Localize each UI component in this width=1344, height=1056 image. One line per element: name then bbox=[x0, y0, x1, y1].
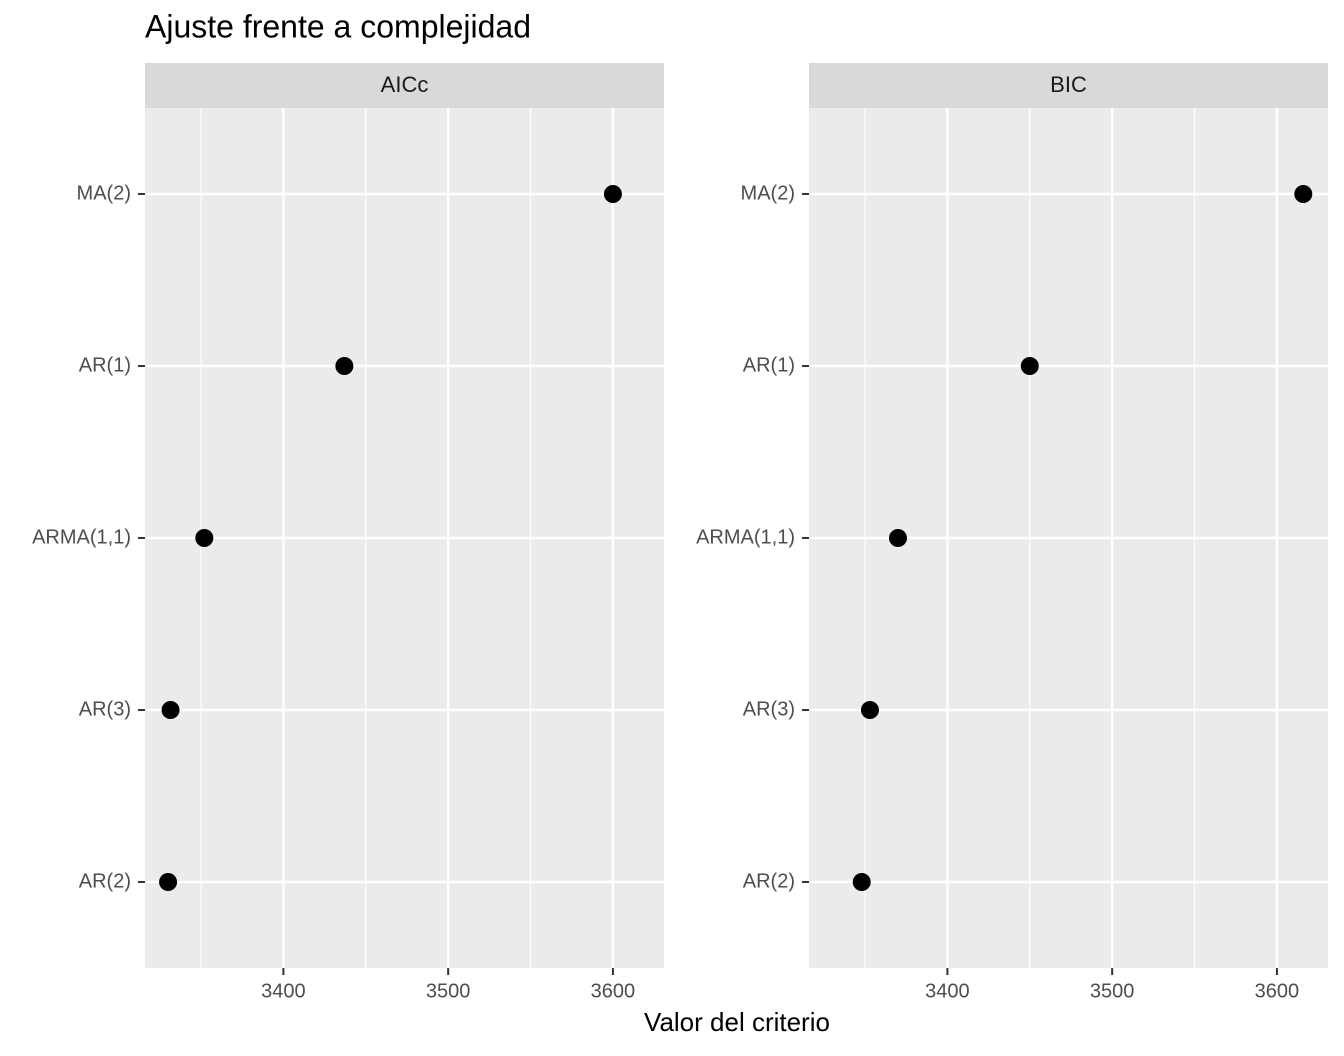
y-tick-label: MA(2) bbox=[741, 182, 795, 204]
y-tick-label: ARMA(1,1) bbox=[696, 526, 795, 548]
y-tick-label: AR(3) bbox=[79, 698, 131, 720]
point bbox=[1294, 185, 1313, 203]
x-tick-label: 3400 bbox=[925, 980, 970, 1002]
x-tick-label: 3600 bbox=[1255, 980, 1300, 1002]
point bbox=[852, 873, 871, 891]
point bbox=[335, 357, 354, 375]
y-tick-label: AR(2) bbox=[79, 870, 131, 892]
x-tick-label: 3600 bbox=[591, 980, 636, 1002]
y-tick-label: ARMA(1,1) bbox=[32, 526, 131, 548]
x-axis-label: Valor del criterio bbox=[644, 1007, 830, 1037]
y-tick-label: MA(2) bbox=[77, 182, 131, 204]
y-tick-label: AR(2) bbox=[743, 870, 795, 892]
facet-strip bbox=[145, 63, 664, 108]
x-tick-label: 3500 bbox=[1090, 980, 1135, 1002]
point bbox=[888, 529, 907, 547]
facet-strip bbox=[809, 63, 1328, 108]
y-tick-label: AR(1) bbox=[743, 354, 795, 376]
point bbox=[161, 701, 180, 719]
y-tick-label: AR(1) bbox=[79, 354, 131, 376]
facet-label: BIC bbox=[1050, 72, 1087, 97]
point bbox=[603, 185, 622, 203]
point bbox=[195, 529, 214, 547]
y-tick-label: AR(3) bbox=[743, 698, 795, 720]
point bbox=[159, 873, 178, 891]
point bbox=[860, 701, 879, 719]
x-tick-label: 3400 bbox=[261, 980, 306, 1002]
facet-label: AICc bbox=[381, 72, 429, 97]
x-tick-label: 3500 bbox=[426, 980, 471, 1002]
chart-title: Ajuste frente a complejidad bbox=[145, 8, 531, 44]
point bbox=[1020, 357, 1039, 375]
